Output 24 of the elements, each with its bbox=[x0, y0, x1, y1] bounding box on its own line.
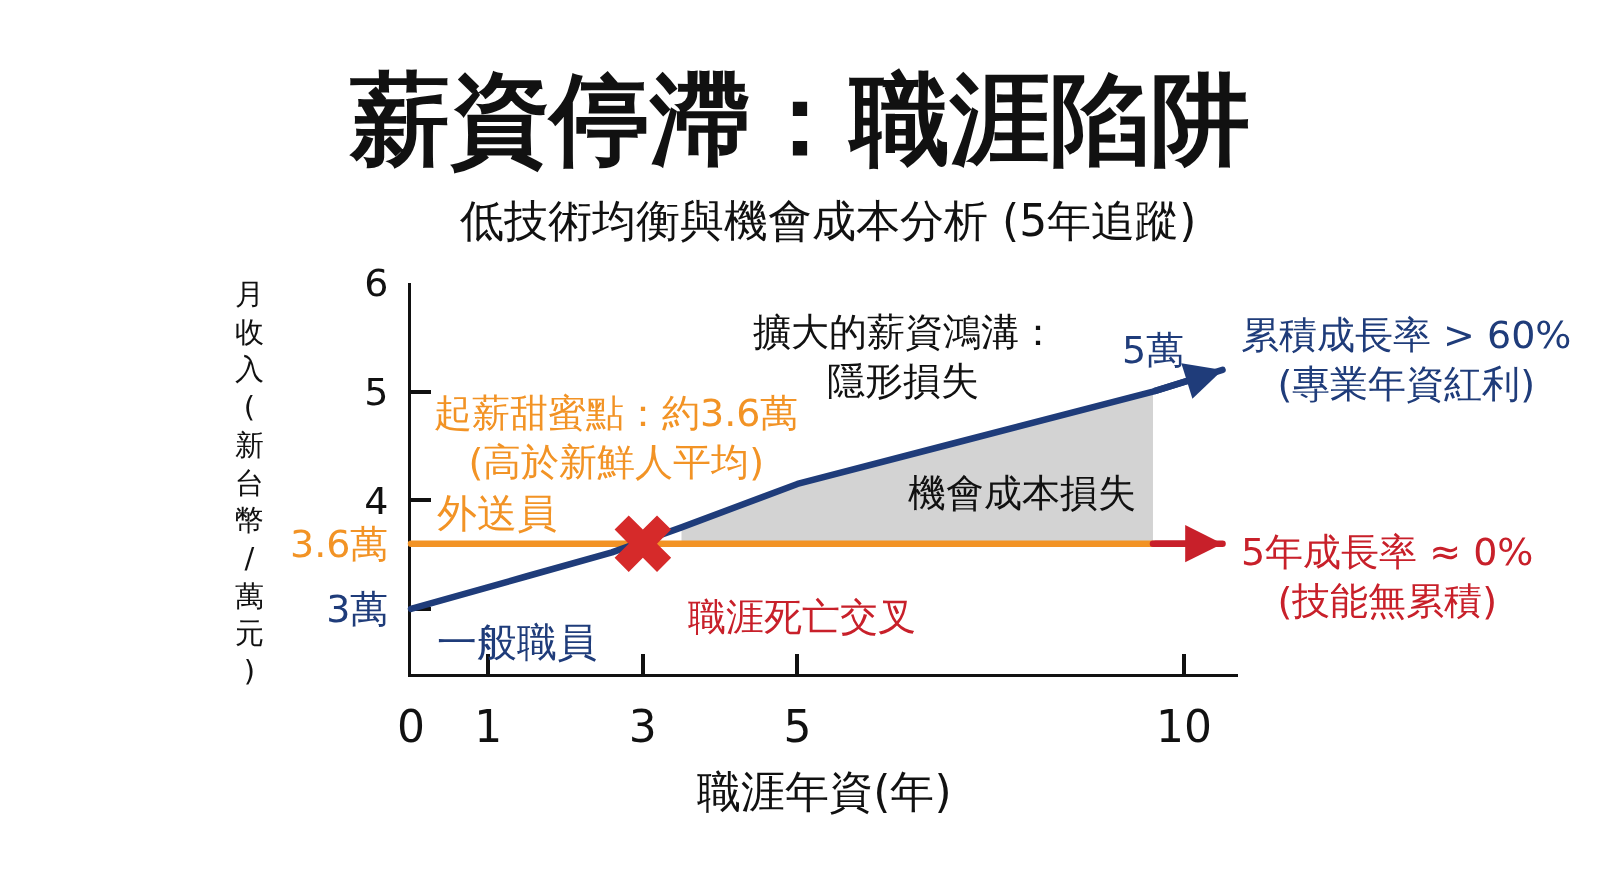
y-tick-label: 3萬 bbox=[326, 587, 389, 632]
y-tick-label: 5 bbox=[364, 369, 389, 414]
chart-title: 薪資停滯：職涯陷阱 bbox=[349, 60, 1250, 178]
y-tick-label: 4 bbox=[364, 478, 389, 523]
annotation: 5萬 bbox=[1122, 328, 1185, 372]
y-tick-label: 6 bbox=[364, 261, 389, 306]
annotation: 職涯死亡交叉 bbox=[688, 595, 916, 639]
annotation: 5年成長率 ≈ 0% (技能無累積) bbox=[1241, 530, 1534, 624]
x-tick-label: 0 bbox=[397, 700, 425, 752]
x-tick-label: 3 bbox=[628, 700, 657, 752]
chart-subtitle: 低技術均衡與機會成本分析 (5年追蹤) bbox=[460, 195, 1197, 246]
x-axis-title: 職涯年資(年) bbox=[697, 766, 952, 818]
annotation: 擴大的薪資鴻溝： bbox=[753, 310, 1057, 354]
annotation: 機會成本損失 bbox=[908, 471, 1136, 515]
text: 月收入(新台幣/萬元) bbox=[235, 277, 264, 688]
x-tick-label: 1 bbox=[474, 700, 503, 752]
annotation: 累積成長率 > 60% (專業年資紅利) bbox=[1241, 313, 1572, 407]
y-tick-label: 3.6萬 bbox=[289, 521, 389, 566]
x-tick-label: 10 bbox=[1155, 700, 1212, 752]
annotation: 隱形損失 bbox=[827, 359, 979, 403]
series-label: 一般職員 bbox=[437, 619, 597, 665]
series-label: 外送員 bbox=[437, 490, 557, 536]
x-tick-label: 5 bbox=[783, 700, 812, 752]
annotation: 起薪甜蜜點：約3.6萬 (高於新鮮人平均) bbox=[434, 391, 799, 485]
